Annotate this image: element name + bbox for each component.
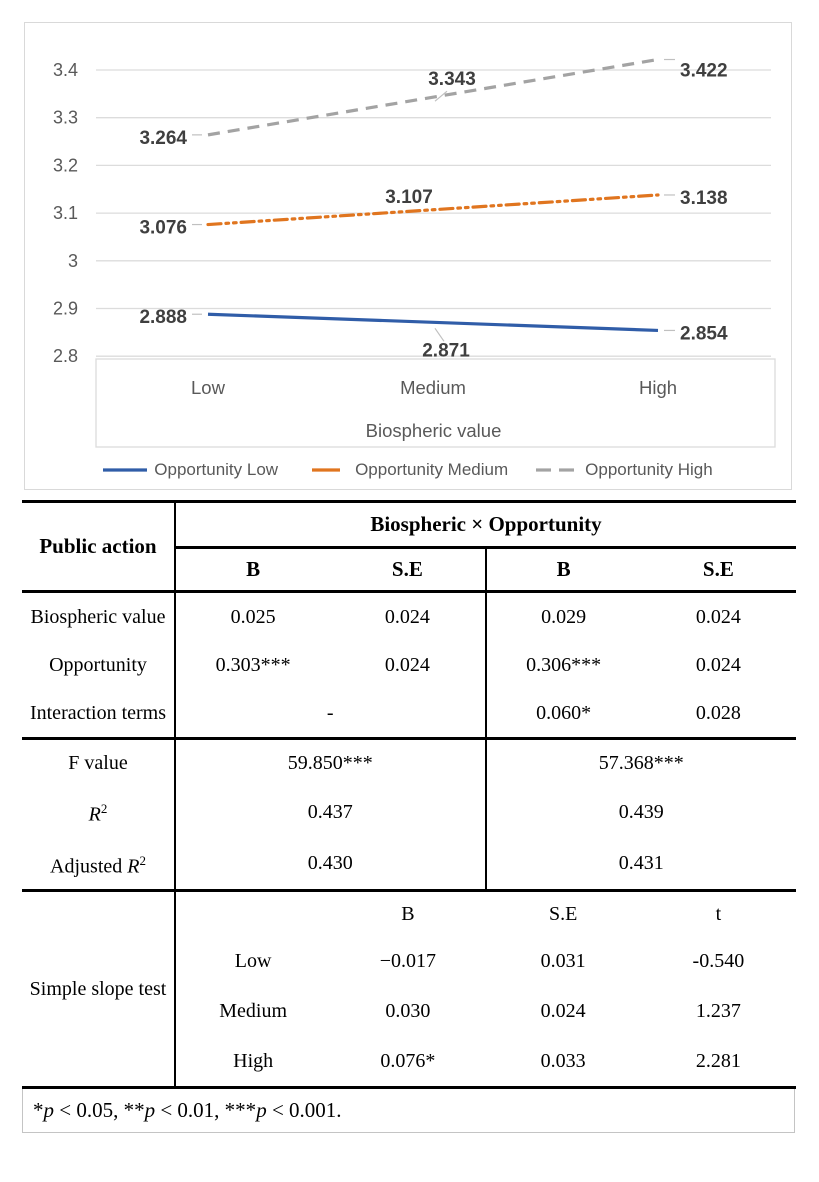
cell: 0.024: [330, 641, 487, 689]
x-axis-area: [95, 358, 776, 448]
cell: 0.033: [540, 1050, 586, 1073]
cell: 0.439: [618, 800, 664, 823]
data-label: 3.264: [139, 128, 187, 149]
cell: 0.060*: [536, 702, 592, 724]
row-label: Opportunity: [22, 641, 176, 689]
table-row: High 0.076* 0.033 2.281: [22, 1036, 796, 1088]
data-label: 3.076: [139, 218, 187, 239]
data-label: 2.871: [422, 340, 470, 361]
row-label: Adjusted R2: [22, 837, 176, 891]
x-axis-title: Biospheric value: [366, 420, 502, 441]
regression-table: Public action Biospheric × Opportunity B…: [22, 500, 796, 893]
table-row: Simple slope test B S.E t: [22, 892, 796, 1088]
cell: 0.437: [175, 786, 487, 838]
table-row: Medium 0.030 0.024 1.237: [22, 986, 796, 1036]
col-header-se: S.E: [548, 903, 578, 926]
cell: 0.028: [695, 702, 741, 724]
cell: 0.303***: [215, 654, 291, 676]
legend-label: Opportunity High: [585, 460, 713, 479]
x-category-label: Low: [191, 377, 226, 398]
table-row: Interaction terms - 0.060* 0.028: [22, 689, 796, 739]
row-label: Biospheric value: [22, 591, 176, 641]
cell: 0.024: [330, 591, 487, 641]
slope-level: Medium: [219, 1000, 288, 1023]
legend-item-opportunity-medium: Opportunity Medium: [304, 460, 508, 480]
corner-header: Public action: [22, 501, 176, 592]
col-header-t: t: [715, 903, 722, 926]
cell: 0.076*: [380, 1050, 436, 1073]
series-line: [206, 193, 660, 227]
y-tick-label: 2.9: [53, 299, 78, 319]
legend-label: Opportunity Low: [154, 460, 279, 479]
cell: 57.368***: [598, 752, 684, 774]
x-category-label: High: [639, 377, 677, 398]
table-row: Opportunity 0.303*** 0.024 0.306*** 0.02…: [22, 641, 796, 689]
label-leader: [434, 90, 448, 102]
row-label: Simple slope test: [22, 892, 176, 1088]
cell: 0.024: [695, 654, 741, 676]
data-label: 3.422: [680, 61, 728, 82]
plot-svg: 3.4 3.3 3.2 3.1 3 2.9 2.8 Low Medium High Biospher…: [53, 57, 776, 448]
col-header-b2: B: [556, 557, 571, 581]
y-tick-label: 3.1: [53, 203, 78, 223]
legend-line-sample: [536, 468, 575, 472]
cell: -0.540: [692, 950, 745, 973]
cell: 0.031: [540, 950, 586, 973]
legend-line-sample: [312, 468, 341, 472]
cell: 2.281: [695, 1050, 741, 1073]
y-tick-label: 3.2: [53, 155, 78, 175]
row-label: F value: [22, 738, 176, 786]
x-category-label: Medium: [400, 377, 466, 398]
slope-level: High: [233, 1050, 274, 1073]
cell: 59.850***: [175, 738, 487, 786]
table-row: R2 0.437 0.439: [22, 786, 796, 838]
cell: 0.431: [618, 852, 664, 875]
cell: 0.430: [175, 837, 487, 891]
cell: 0.306***: [526, 654, 602, 676]
row-label: Interaction terms: [22, 689, 176, 739]
cell: 0.029: [541, 606, 587, 628]
interaction-plot: 3.4 3.3 3.2 3.1 3 2.9 2.8 Low Medium High Biospher…: [24, 22, 792, 490]
cell: 0.030: [385, 1000, 431, 1023]
table-row: Low −0.017 0.031 -0.540: [22, 936, 796, 986]
span-header: Biospheric × Opportunity: [175, 501, 796, 549]
data-label: 2.888: [139, 307, 187, 328]
cell: -: [175, 689, 487, 739]
table-row: F value 59.850*** 57.368***: [22, 738, 796, 786]
cell: [175, 892, 330, 936]
col-header-b1: B: [246, 557, 261, 581]
cell: −0.017: [379, 950, 437, 973]
cell: 0.024: [695, 606, 741, 628]
series-line: [207, 57, 659, 137]
data-label: 2.854: [680, 323, 728, 344]
series-line: [207, 312, 659, 333]
col-header-se1: S.E: [330, 547, 487, 592]
simple-slope-table: Simple slope test B S.E t Low −0.017 0.0…: [22, 892, 796, 1090]
table-row: Adjusted R2 0.430 0.431: [22, 837, 796, 891]
row-label: R2: [22, 786, 176, 838]
col-header-se2: S.E: [702, 557, 734, 581]
y-tick-label: 3: [68, 251, 78, 271]
label-leader: [434, 327, 445, 342]
legend-item-opportunity-low: Opportunity Low: [103, 460, 278, 480]
col-header-b: B: [401, 903, 415, 926]
data-label: 3.343: [428, 69, 476, 90]
legend-item-opportunity-high: Opportunity High: [534, 460, 713, 480]
data-label: 3.138: [680, 188, 728, 209]
y-tick-label: 3.4: [53, 60, 78, 80]
significance-footnote: *p < 0.05, **p < 0.01, ***p < 0.001.: [22, 1089, 795, 1134]
chart-legend: Opportunity Low Opportunity Medium Opportu…: [25, 460, 791, 480]
cell: 0.025: [230, 606, 276, 628]
table-section: Public action Biospheric × Opportunity B…: [22, 500, 796, 1134]
legend-label: Opportunity Medium: [355, 460, 509, 479]
y-tick-label: 3.3: [53, 108, 78, 128]
cell: 1.237: [695, 1000, 741, 1023]
table-row: Biospheric value 0.025 0.024 0.029 0.024: [22, 591, 796, 641]
cell: 0.024: [540, 1000, 586, 1023]
slope-level: Low: [234, 950, 272, 973]
data-label: 3.107: [385, 187, 433, 208]
y-tick-label: 2.8: [53, 346, 78, 366]
legend-line-sample: [103, 468, 148, 472]
